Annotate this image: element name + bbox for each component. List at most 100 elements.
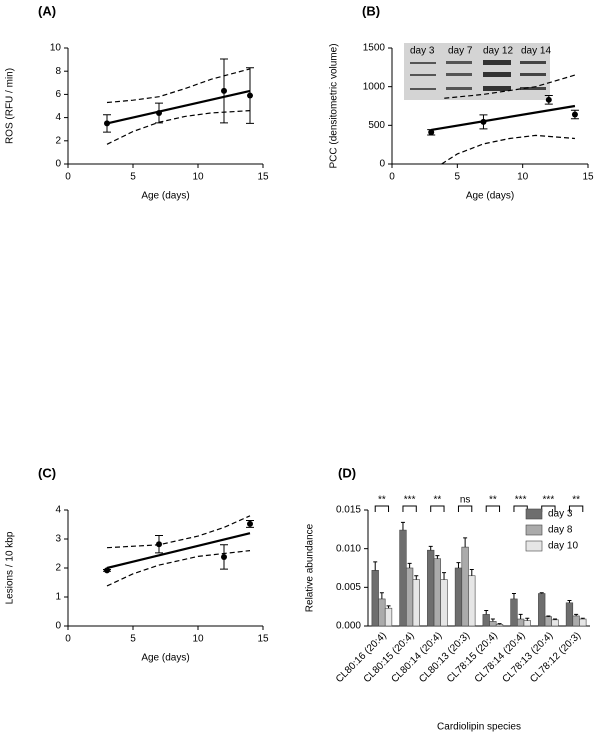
y-tick-label: 0.005 [336,582,361,593]
data-point [428,129,435,136]
error-bar [574,613,579,616]
bar [523,620,531,627]
y-tick-label: 6 [55,89,61,100]
y-tick-label: 0 [55,621,61,632]
data-point [480,118,487,125]
significance-bracket [457,505,473,512]
y-tick-label: 1500 [363,43,386,54]
significance-bracket [568,505,584,512]
bar [565,602,574,627]
x-tick-label: CL78:12 (20:3) [528,630,583,685]
error-bar [497,623,502,625]
error-bar [456,562,461,568]
legend-swatch [525,508,543,520]
y-axis-title: Lesions / 10 kbp [5,531,16,604]
x-tick-label: 5 [455,172,461,183]
x-axis-title: Age (days) [141,191,189,202]
bar [427,549,435,627]
panel-label: (D) [338,465,356,480]
x-tick-label: 10 [192,172,204,183]
confidence-band [106,68,251,104]
bar [412,579,420,627]
bar [489,621,497,627]
significance-label: *** [404,495,416,506]
error-bar [567,599,572,603]
error-bar [407,562,412,568]
significance-label: *** [515,495,527,506]
blot-band [520,73,546,76]
bar [468,575,476,627]
x-tick-label: 15 [257,172,269,183]
error-bar [463,537,468,548]
y-tick-label: 0.015 [336,505,361,516]
blot-band [410,74,436,76]
blot-band [520,87,546,90]
data-point [545,96,552,103]
y-tick-label: 4 [55,505,61,516]
x-axis-title: Cardiolipin species [437,722,521,733]
y-axis-title: ROS (RFU / min) [5,68,16,144]
significance-label: ns [460,495,471,506]
error-bar [469,569,474,576]
regression-line [106,532,251,570]
error-bar [490,618,495,622]
x-tick-label: 15 [582,172,594,183]
y-tick-label: 500 [368,120,385,131]
y-axis-title: Relative abundance [305,523,316,612]
bar [516,618,525,627]
bar [384,607,393,627]
data-point [247,92,253,99]
x-tick-label: 0 [389,172,395,183]
blot-band [410,62,436,64]
bar [551,619,559,627]
significance-label: ** [378,495,386,506]
blot-background [404,43,550,100]
x-tick-label: 5 [130,634,136,645]
inset-label: day 14 [521,46,551,57]
y-tick-label: 0.010 [336,543,361,554]
bar [405,567,414,627]
x-tick-label: 5 [130,172,136,183]
error-bar [400,521,405,531]
inset-label: day 12 [483,46,513,57]
y-tick-label: 3 [55,534,61,545]
error-bar [580,617,585,620]
y-tick-label: 4 [55,112,61,123]
legend-swatch [525,524,543,536]
bar [371,570,379,627]
x-tick-label: 10 [517,172,529,183]
legend-label: day 3 [548,509,573,520]
bar [399,529,407,627]
error-bar [539,592,544,594]
confidence-band [444,74,576,99]
error-bar [518,613,523,620]
error-bar [553,618,558,620]
data-point [571,111,578,118]
data-point [104,567,110,574]
significance-bracket [485,505,501,512]
bar [572,615,580,627]
x-axis-title: Age (days) [141,653,189,664]
data-point [104,120,110,127]
blot-band [520,61,546,64]
y-tick-label: 1000 [363,81,386,92]
error-bar [414,575,419,580]
x-tick-label: 0 [65,172,71,183]
x-tick-label: 15 [257,634,269,645]
blot-band [446,73,472,76]
bar [495,624,504,627]
bar [510,598,518,627]
y-tick-label: 2 [55,563,61,574]
legend-label: day 10 [548,541,578,552]
legend-swatch [525,540,543,552]
panel-label: (C) [38,465,56,480]
bar [433,558,442,627]
significance-bracket [374,505,390,512]
confidence-band [441,134,575,165]
bar [440,579,448,627]
data-point [156,109,162,116]
data-point [156,541,162,548]
y-tick-label: 0.000 [336,621,361,632]
inset-label: day 7 [448,46,473,57]
error-bar [546,615,551,617]
